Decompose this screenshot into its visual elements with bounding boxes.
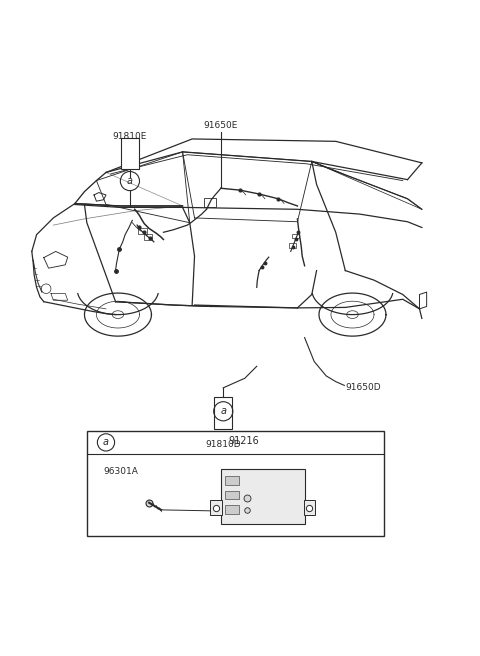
Bar	[292, 234, 300, 239]
Bar	[225, 476, 239, 485]
Text: 91810D: 91810D	[205, 440, 241, 449]
Text: 91650D: 91650D	[345, 383, 381, 392]
Text: a: a	[127, 176, 133, 186]
Bar	[138, 228, 147, 234]
Text: 91650E: 91650E	[204, 121, 238, 131]
Text: a: a	[103, 438, 109, 447]
Text: 91810E: 91810E	[113, 133, 147, 141]
Text: 96301A: 96301A	[103, 467, 138, 476]
Bar	[87, 431, 384, 536]
Bar	[304, 501, 315, 515]
Bar	[289, 243, 296, 247]
Bar	[225, 505, 239, 514]
Bar	[214, 398, 232, 428]
Text: a: a	[220, 406, 226, 417]
Bar	[121, 138, 139, 169]
Text: 91216: 91216	[228, 436, 259, 445]
Bar	[210, 501, 222, 515]
Bar	[204, 198, 216, 207]
Bar	[225, 491, 239, 499]
Bar	[221, 469, 305, 524]
Bar	[144, 234, 153, 240]
